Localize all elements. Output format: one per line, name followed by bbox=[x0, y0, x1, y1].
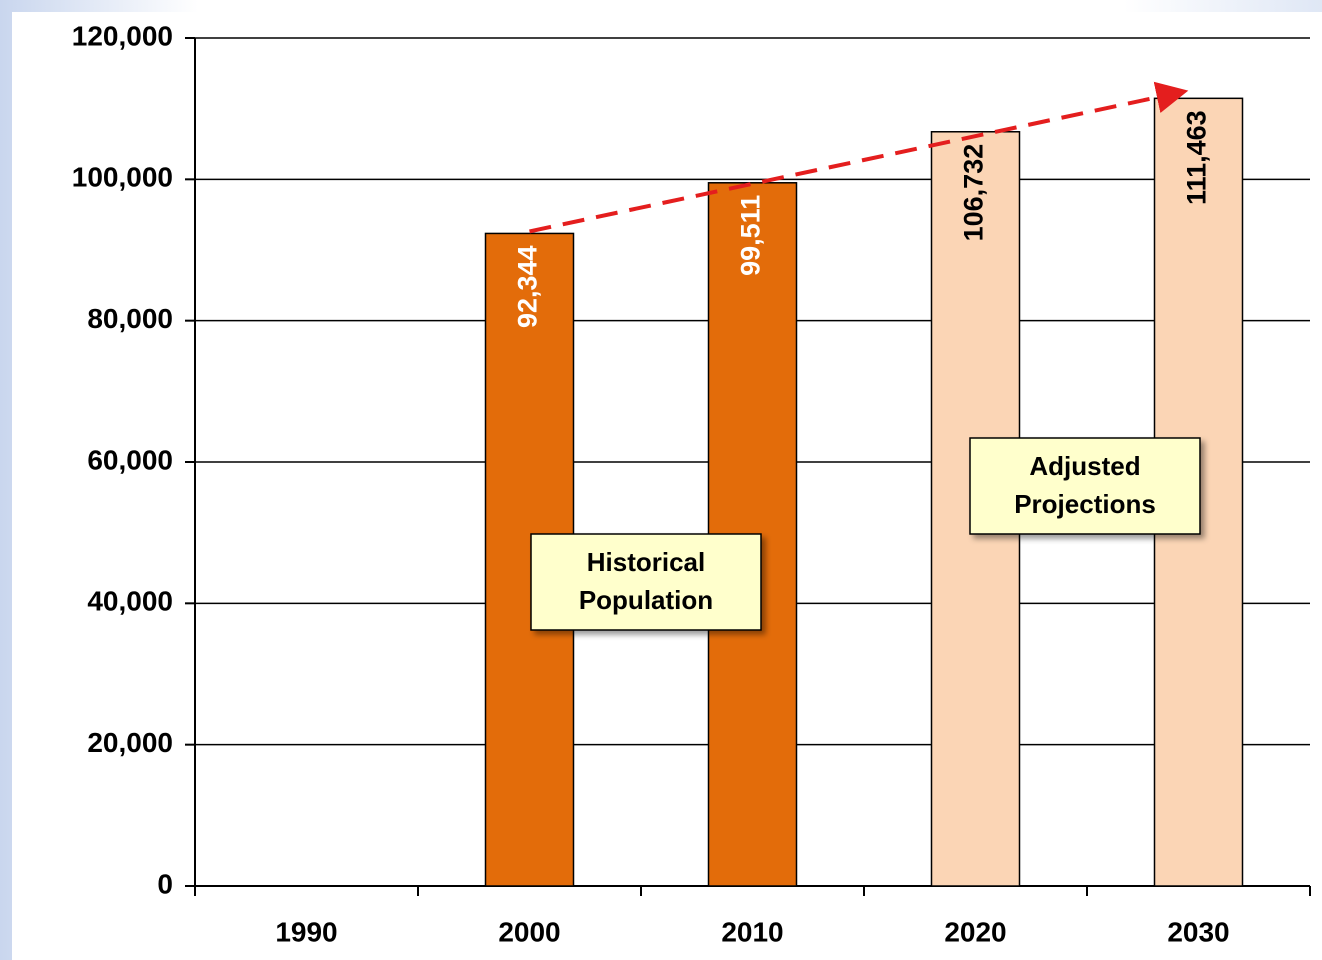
y-tick-label: 100,000 bbox=[72, 162, 173, 193]
x-tick-label: 1990 bbox=[275, 916, 337, 947]
annotation-text: Projections bbox=[1014, 489, 1156, 519]
x-tick-label: 2020 bbox=[944, 916, 1006, 947]
annotation-box bbox=[969, 437, 1201, 535]
x-tick-label: 2030 bbox=[1167, 916, 1229, 947]
y-tick-label: 20,000 bbox=[87, 727, 173, 758]
annotation-text: Population bbox=[579, 585, 713, 615]
annotation-text: Adjusted bbox=[1029, 451, 1140, 481]
annotation: Historical Population bbox=[530, 533, 762, 631]
data-label: 99,511 bbox=[736, 195, 766, 276]
trend-arrow bbox=[529, 81, 1189, 234]
annotation: Adjusted Projections bbox=[969, 437, 1201, 535]
annotation-text: Historical bbox=[587, 547, 706, 577]
data-label: 92,344 bbox=[513, 245, 543, 328]
data-label: 106,732 bbox=[959, 144, 989, 242]
y-tick-label: 120,000 bbox=[72, 20, 173, 51]
x-tick-label: 2010 bbox=[721, 916, 783, 947]
y-tick-label: 40,000 bbox=[87, 586, 173, 617]
y-tick-label: 60,000 bbox=[87, 444, 173, 475]
data-label: 111,463 bbox=[1182, 110, 1212, 205]
y-tick-label: 80,000 bbox=[87, 303, 173, 334]
annotation-box bbox=[530, 533, 762, 631]
y-tick-label: 0 bbox=[157, 868, 173, 899]
x-tick-label: 2000 bbox=[498, 916, 560, 947]
